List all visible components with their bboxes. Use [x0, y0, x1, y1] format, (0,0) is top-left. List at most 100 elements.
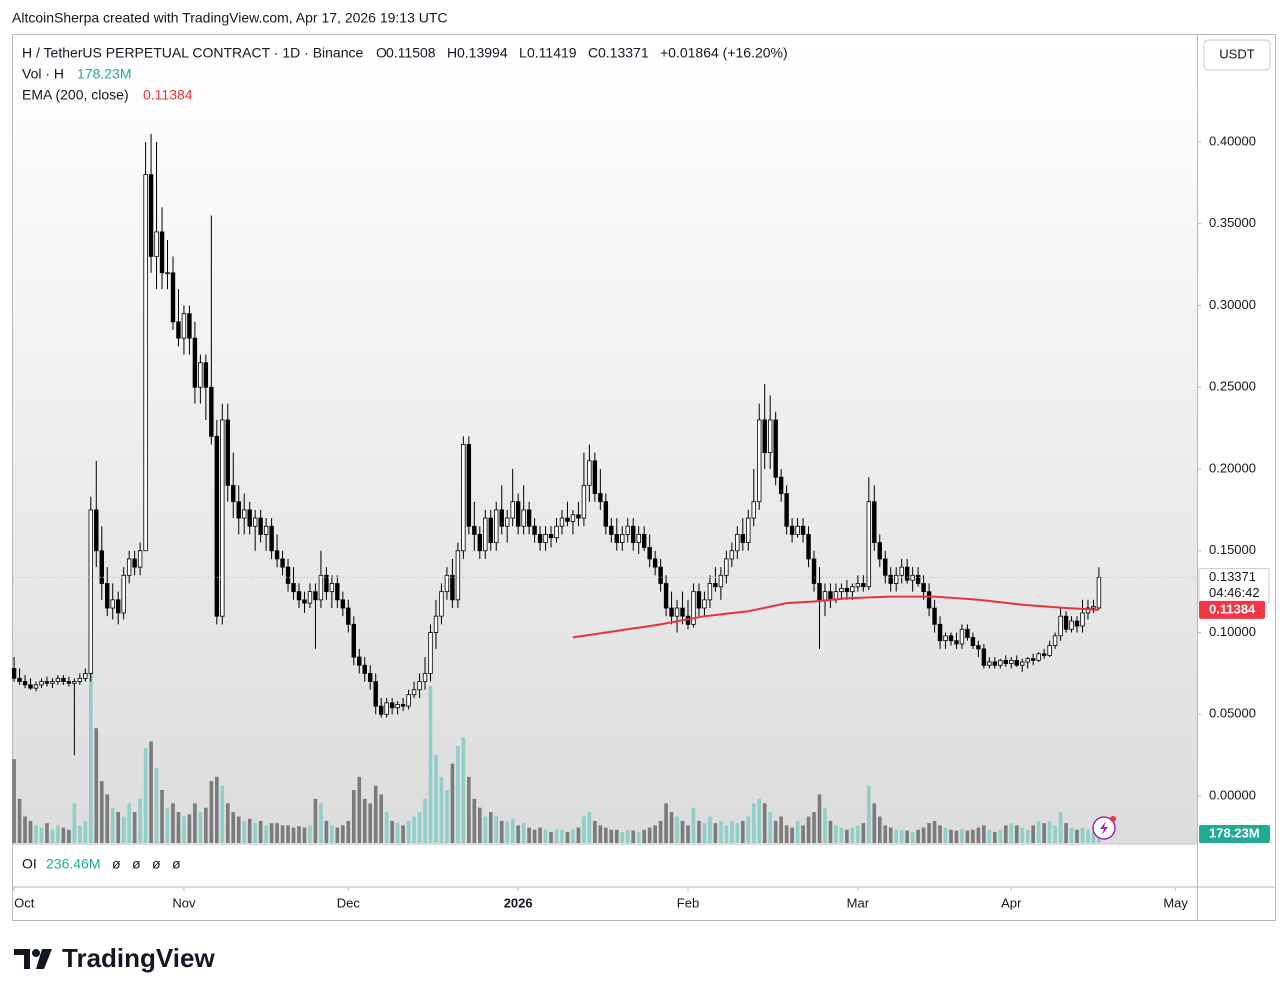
volume-bar — [472, 798, 477, 843]
candle-body — [472, 525, 477, 535]
candle-body — [1003, 659, 1008, 665]
ohlc-value: 0.13994 — [457, 45, 508, 61]
volume-bar — [987, 829, 992, 843]
candle-body — [192, 337, 198, 388]
volume-bar — [910, 831, 915, 843]
volume-bar — [28, 820, 33, 843]
volume-bar — [390, 820, 394, 843]
volume-bar — [976, 827, 981, 843]
volume-bar — [395, 823, 400, 843]
candle-body — [121, 574, 126, 614]
volume-bar — [445, 790, 449, 843]
volume-bar — [94, 728, 99, 843]
candle-body — [828, 591, 833, 601]
footer-brand: TradingView — [62, 943, 215, 973]
candle-body — [1047, 645, 1052, 656]
candle-body — [713, 583, 718, 588]
currency[interactable]: USDT — [1219, 46, 1254, 61]
candle-body — [636, 534, 641, 543]
candle-body — [428, 632, 433, 674]
candle-body — [340, 599, 346, 609]
candle-body — [877, 542, 882, 560]
candle-body — [225, 419, 230, 486]
candle-body — [296, 591, 302, 601]
volume-bar — [23, 816, 27, 843]
candle-body — [948, 635, 954, 642]
y-tick-label: 0.10000 — [1209, 624, 1256, 639]
volume-bar — [905, 830, 909, 843]
candle-body — [488, 517, 493, 543]
volume-bar — [1020, 827, 1025, 843]
volume-bar — [812, 812, 816, 843]
volume-bar — [477, 807, 482, 843]
oi-placeholder: ø — [112, 856, 121, 872]
candle-body — [883, 558, 888, 576]
volume-bar — [560, 829, 564, 843]
candle-body — [921, 583, 926, 593]
candle-body — [368, 673, 373, 682]
currency-button[interactable] — [1203, 39, 1271, 71]
volume-bar — [713, 823, 718, 843]
candle-body — [652, 558, 658, 568]
volume-bar — [932, 820, 937, 843]
volume-bar — [751, 803, 756, 843]
candle-body — [625, 525, 630, 535]
candle-body — [806, 534, 811, 560]
volume-bar — [116, 812, 121, 843]
candle-body — [757, 419, 762, 503]
candle-body — [1030, 658, 1036, 661]
volume-bar — [543, 829, 548, 843]
candle-body — [466, 444, 472, 527]
candle-body — [1063, 615, 1069, 630]
volume-bar — [1091, 831, 1096, 843]
volume-bar — [653, 825, 657, 843]
candle-body — [378, 705, 384, 715]
candle-body — [702, 599, 707, 609]
y-tick-label: 0.35000 — [1209, 215, 1256, 230]
candle-body — [477, 534, 483, 552]
candle-body — [395, 704, 400, 709]
candle-body — [313, 591, 318, 601]
candle-body — [658, 566, 663, 584]
x-tick-label: Dec — [337, 895, 361, 910]
candle-body — [411, 689, 417, 696]
candle-body — [126, 558, 132, 576]
candle-body — [707, 583, 713, 601]
volume-bar — [954, 830, 959, 843]
candle-body — [998, 659, 1003, 666]
y-tick-label: 0.40000 — [1209, 133, 1256, 148]
candle-body — [735, 534, 740, 552]
volume-bar — [439, 776, 444, 843]
candle-body — [888, 574, 893, 584]
x-tick-label: May — [1163, 895, 1188, 910]
volume-bar — [538, 827, 542, 843]
volume-bar — [423, 798, 427, 843]
volume-bar — [373, 785, 378, 843]
volume-bar — [757, 798, 762, 843]
candle-body — [674, 607, 680, 617]
volume-bar — [554, 829, 559, 843]
volume-bar — [702, 823, 707, 843]
volume-bar — [850, 827, 855, 843]
candle-body — [926, 591, 932, 609]
ema-price-label: 0.11384 — [1209, 601, 1256, 616]
candle-body — [515, 501, 521, 527]
candle-body — [784, 493, 789, 527]
volume-bar — [467, 776, 471, 843]
candle-body — [592, 460, 598, 494]
candle-body — [680, 607, 685, 617]
volume-bar — [351, 790, 356, 843]
volume-bar — [291, 827, 296, 843]
volume-bar — [773, 820, 778, 843]
candle-body — [1009, 659, 1014, 665]
candle-body — [631, 525, 636, 543]
volume-bar — [72, 803, 77, 843]
volume-bar — [697, 820, 701, 843]
candle-body — [44, 681, 50, 684]
volume-bar — [198, 812, 203, 843]
candle-body — [866, 501, 872, 588]
candle-body — [444, 574, 450, 593]
alert-icon[interactable] — [1092, 816, 1116, 840]
volume-bar — [894, 829, 899, 843]
volume-bar — [45, 823, 49, 843]
